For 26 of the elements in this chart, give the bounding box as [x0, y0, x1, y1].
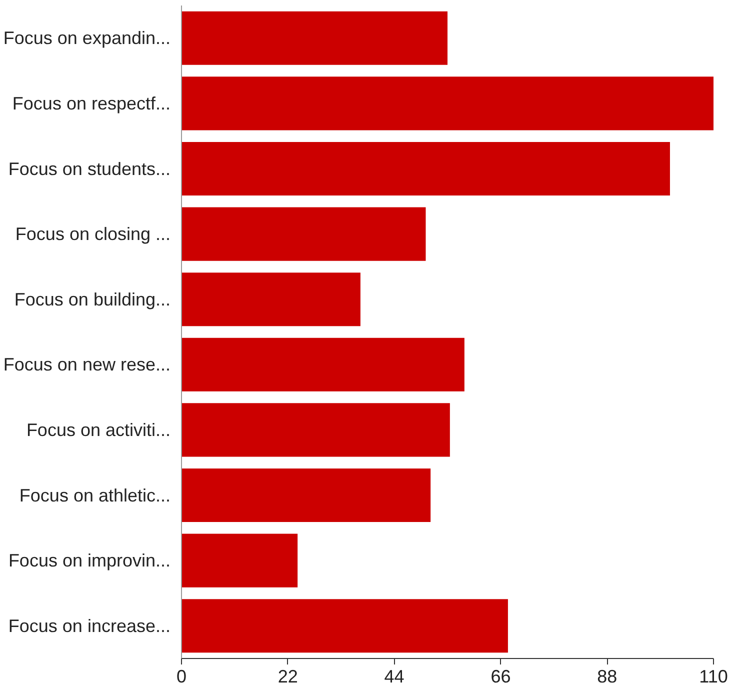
y-tick-label: Focus on expandin...: [3, 28, 171, 48]
bar: [182, 403, 450, 457]
y-tick-label: Focus on activiti...: [26, 420, 171, 440]
bar: [182, 11, 448, 65]
y-tick-label: Focus on new rese...: [3, 354, 171, 375]
y-tick-label: Focus on athletic...: [19, 485, 171, 506]
y-tick-label: Focus on students...: [8, 158, 171, 179]
x-tick-label: 0: [176, 666, 187, 685]
y-tick-label: Focus on improvin...: [8, 550, 170, 571]
y-tick-label: Focus on respectf...: [12, 93, 171, 114]
x-tick-label: 66: [490, 666, 511, 685]
x-tick-label: 110: [699, 666, 728, 685]
bar: [182, 599, 508, 653]
y-tick-label: Focus on increase...: [8, 616, 171, 636]
bar: [182, 338, 464, 392]
y-tick-label: Focus on building...: [14, 289, 170, 310]
x-tick-label: 44: [384, 666, 404, 685]
bar: [182, 272, 360, 326]
bar: [182, 468, 431, 522]
bar: [182, 76, 714, 130]
bar: [182, 142, 670, 196]
x-tick-label: 88: [597, 666, 618, 685]
x-tick-label: 22: [278, 666, 298, 685]
bar: [182, 534, 298, 588]
bar: [182, 207, 426, 261]
y-tick-label: Focus on closing ...: [15, 224, 171, 244]
